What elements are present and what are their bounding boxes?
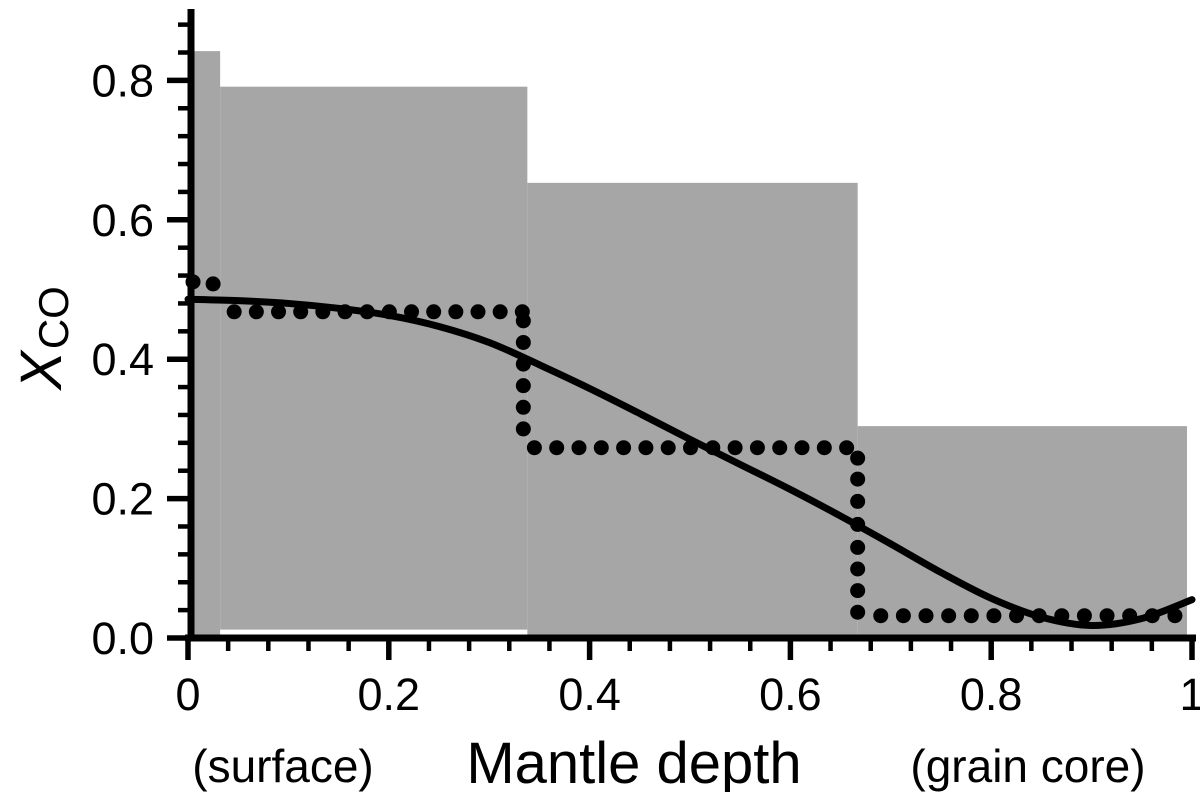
- profile-dot: [850, 471, 866, 487]
- profile-dot: [749, 440, 765, 456]
- envelope-steps: [188, 51, 1187, 639]
- x-tick-label: 1: [1179, 669, 1200, 720]
- profile-dot: [515, 356, 531, 372]
- profile-dot: [248, 304, 264, 320]
- profile-dot: [226, 304, 242, 320]
- profile-dot: [1054, 608, 1070, 624]
- x-axis-annotation-grain-core: (grain core): [910, 740, 1146, 792]
- profile-dot: [1031, 608, 1047, 624]
- profile-dot: [470, 304, 486, 320]
- profile-dot: [337, 304, 353, 320]
- discrete-step-profile: [185, 274, 1183, 624]
- y-tick-label: 0.6: [91, 195, 154, 246]
- profile-dot: [404, 304, 420, 320]
- profile-dot: [873, 608, 889, 624]
- profile-dot: [850, 450, 866, 466]
- profile-dot: [816, 440, 832, 456]
- y-tick-label: 0.2: [91, 474, 154, 525]
- profile-dot: [515, 334, 531, 350]
- x-tick-label: 0.8: [960, 669, 1023, 720]
- profile-dot: [1076, 608, 1092, 624]
- profile-dot: [918, 608, 934, 624]
- profile-dot: [515, 399, 531, 415]
- profile-dot: [683, 440, 699, 456]
- profile-dot: [515, 313, 531, 329]
- profile-dot: [593, 440, 609, 456]
- profile-dot: [850, 604, 866, 620]
- profile-dot: [963, 608, 979, 624]
- profile-dot: [205, 276, 221, 292]
- y-axis-title: X CO: [9, 238, 77, 438]
- profile-dot: [359, 304, 375, 320]
- x-axis-title: Mantle depth: [466, 731, 802, 792]
- profile-dot: [1099, 608, 1115, 624]
- profile-dot: [315, 304, 331, 320]
- profile-dot: [515, 378, 531, 394]
- profile-dot: [426, 304, 442, 320]
- x-axis-annotation-surface: (surface): [192, 740, 374, 792]
- profile-dot: [638, 440, 654, 456]
- profile-dot: [1122, 608, 1138, 624]
- profile-dot: [850, 516, 866, 532]
- profile-dot: [850, 583, 866, 599]
- profile-dot: [1167, 608, 1183, 624]
- envelope-step: [857, 426, 1187, 638]
- smooth-model-curve: [184, 295, 1196, 629]
- profile-dot: [941, 608, 957, 624]
- profile-dot: [515, 421, 531, 437]
- profile-dot: [381, 304, 397, 320]
- x-tick-label: 0.2: [358, 669, 421, 720]
- profile-dot: [448, 304, 464, 320]
- profile-dot: [1144, 608, 1160, 624]
- profile-dot: [895, 608, 911, 624]
- y-tick-label: 0.8: [91, 55, 154, 106]
- profile-dot: [772, 440, 788, 456]
- profile-dot: [271, 304, 287, 320]
- x-tick-label: 0.4: [558, 669, 621, 720]
- profile-dot: [839, 440, 855, 456]
- profile-dot: [850, 561, 866, 577]
- profile-dot: [986, 608, 1002, 624]
- envelope-step: [527, 182, 858, 638]
- profile-dot: [705, 440, 721, 456]
- y-axis-title-symbol: X: [9, 351, 74, 390]
- profile-dot: [794, 440, 810, 456]
- profile-dot: [616, 440, 632, 456]
- profile-dot: [526, 440, 542, 456]
- x-tick-label: 0: [175, 669, 200, 720]
- profile-dot: [1009, 608, 1025, 624]
- x-tick-label: 0.6: [759, 669, 822, 720]
- y-tick-label: 0.0: [91, 613, 154, 664]
- profile-dot: [850, 539, 866, 555]
- profile-dot: [549, 440, 565, 456]
- profile-dot: [185, 274, 201, 290]
- profile-dot: [850, 493, 866, 509]
- profile-dot: [492, 304, 508, 320]
- y-axis-title-subscript: CO: [30, 286, 77, 350]
- profile-dot: [293, 304, 309, 320]
- envelope-step: [220, 86, 528, 630]
- axes: [167, 9, 1196, 660]
- profile-dot: [571, 440, 587, 456]
- profile-dot: [660, 440, 676, 456]
- y-tick-label: 0.4: [91, 334, 154, 385]
- profile-dot: [727, 440, 743, 456]
